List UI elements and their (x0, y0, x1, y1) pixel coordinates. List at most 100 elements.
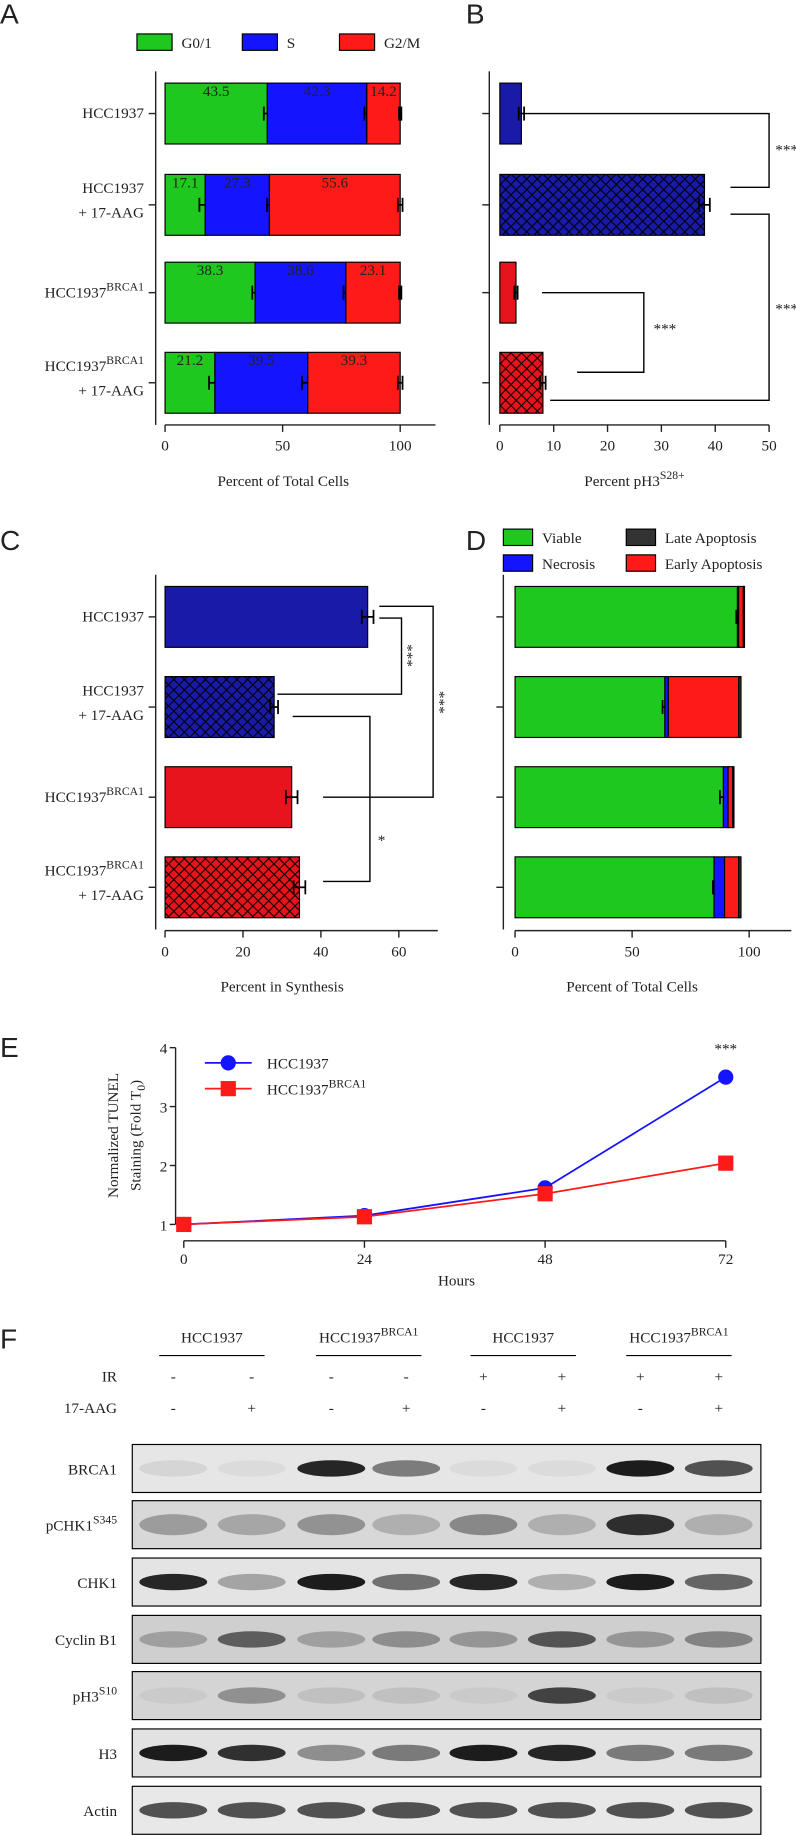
significance-label: *** (775, 301, 796, 318)
blot-band (684, 1573, 753, 1591)
bar-hatch (499, 352, 543, 414)
value-label: 42.3 (304, 83, 331, 100)
condition-value: - (329, 1368, 334, 1385)
legend-swatch (502, 554, 534, 572)
x-axis-label: Percent of Total Cells (217, 473, 349, 490)
text-part: CHK1 (77, 1575, 117, 1592)
bar-segment (164, 261, 256, 324)
significance-bracket (550, 213, 770, 402)
blot-band (684, 1802, 753, 1819)
legend-label: G2/M (384, 35, 421, 52)
y-axis-label: Staining (Fold T0) (127, 1080, 148, 1191)
bar-segment (514, 856, 715, 919)
bar-segment (514, 766, 725, 829)
bar-segment (164, 351, 216, 414)
superscript: BRCA1 (691, 1326, 729, 1339)
value-label: 39.5 (248, 352, 275, 369)
panel-label: D (466, 525, 486, 556)
blot-band (139, 1744, 208, 1762)
group-label: HCC1937BRCA1 (629, 1326, 728, 1347)
x-tick-label: 0 (161, 438, 169, 455)
blot-band (606, 1460, 675, 1477)
y-axis-label: Normalized TUNEL (105, 1073, 122, 1198)
text-part: H3 (98, 1746, 117, 1763)
significance-bracket (523, 112, 770, 188)
bar-segment (732, 766, 735, 829)
blot-band (372, 1631, 441, 1648)
text-part: HCC1937 (267, 1081, 329, 1098)
condition-label: 17-AAG (64, 1400, 117, 1417)
text-part: HCC1937 (492, 1330, 554, 1347)
blot-band (139, 1573, 208, 1591)
blot-row-label: pH3S10 (73, 1684, 118, 1705)
condition-value: - (638, 1400, 643, 1417)
condition-label: IR (102, 1368, 118, 1385)
legend-label: Viable (542, 530, 582, 547)
superscript: BRCA1 (106, 785, 144, 798)
bar-segment (307, 351, 401, 414)
blot-band (372, 1573, 441, 1591)
blot-band (297, 1460, 366, 1477)
text-part: HCC1937 (45, 284, 107, 301)
bar-segment (345, 261, 401, 324)
condition-value: + (714, 1368, 723, 1385)
bar-segment (514, 585, 739, 648)
x-tick-label: 0 (180, 1251, 188, 1268)
blot-band (372, 1514, 441, 1536)
x-tick-label: 40 (708, 438, 724, 455)
blot-band (449, 1744, 518, 1762)
blot-band (372, 1460, 441, 1477)
blot-band (606, 1802, 675, 1819)
panel-label: C (0, 525, 20, 556)
legend-marker (220, 1081, 236, 1097)
x-axis-label: Percent in Synthesis (220, 978, 343, 995)
subscript: 0 (135, 1085, 148, 1091)
legend-swatch (625, 554, 657, 572)
significance-bracket (292, 715, 371, 883)
blot-band (449, 1460, 518, 1477)
text-part: Percent pH3 (584, 473, 660, 490)
significance-label: *** (714, 1041, 737, 1058)
x-tick-label: 50 (761, 438, 777, 455)
category-note: + 17-AAG (78, 383, 144, 400)
category-label: HCC1937 (82, 682, 144, 699)
category-note: + 17-AAG (78, 887, 144, 904)
text-part: HCC1937 (45, 863, 107, 880)
superscript: S10 (99, 1684, 117, 1697)
x-tick-label: 50 (625, 943, 641, 960)
blot-band (297, 1687, 366, 1704)
value-label: 23.1 (360, 262, 387, 279)
bar-segment (266, 82, 368, 145)
text-part: HCC1937 (82, 105, 144, 122)
value-label: 38.6 (287, 262, 314, 279)
significance-bracket (277, 617, 403, 695)
bar-segment (738, 676, 742, 739)
blot-band (684, 1460, 753, 1477)
text-part: HCC1937 (82, 609, 144, 626)
x-tick-label: 100 (389, 438, 412, 455)
series-line (183, 1162, 726, 1226)
error-bar (698, 197, 711, 212)
blot-band (684, 1514, 753, 1536)
x-tick-label: 0 (511, 943, 519, 960)
text-part: Actin (83, 1803, 117, 1820)
category-label: HCC1937 (82, 180, 144, 197)
text-part: HCC1937 (82, 180, 144, 197)
blot-band (527, 1514, 596, 1536)
legend-swatch (136, 33, 173, 51)
value-label: 39.3 (341, 352, 368, 369)
error-bar (292, 880, 307, 895)
value-label: 55.6 (322, 174, 349, 191)
condition-value: + (558, 1368, 567, 1385)
x-tick-label: 20 (600, 438, 616, 455)
x-tick-label: 60 (391, 943, 407, 960)
text-part: BRCA1 (68, 1461, 117, 1478)
text-part: HCC1937 (181, 1330, 243, 1347)
x-tick-label: 100 (738, 943, 761, 960)
condition-value: + (479, 1368, 488, 1385)
significance-label: *** (435, 691, 452, 714)
significance-bracket (323, 605, 434, 798)
bar-segment (722, 766, 729, 829)
blot-band (217, 1744, 286, 1762)
blot-band (606, 1514, 675, 1536)
